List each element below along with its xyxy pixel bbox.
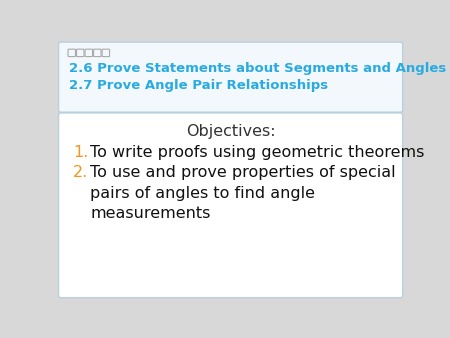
- Text: 1.: 1.: [73, 145, 89, 160]
- Text: 2.: 2.: [73, 165, 89, 180]
- FancyBboxPatch shape: [58, 113, 403, 298]
- Text: To write proofs using geometric theorems: To write proofs using geometric theorems: [90, 145, 425, 160]
- FancyBboxPatch shape: [58, 42, 403, 112]
- Text: To use and prove properties of special
pairs of angles to find angle
measurement: To use and prove properties of special p…: [90, 165, 396, 221]
- Text: Objectives:: Objectives:: [186, 124, 275, 139]
- Text: 2.6 Prove Statements about Segments and Angles: 2.6 Prove Statements about Segments and …: [69, 62, 446, 75]
- Text: 2.7 Prove Angle Pair Relationships: 2.7 Prove Angle Pair Relationships: [69, 79, 328, 92]
